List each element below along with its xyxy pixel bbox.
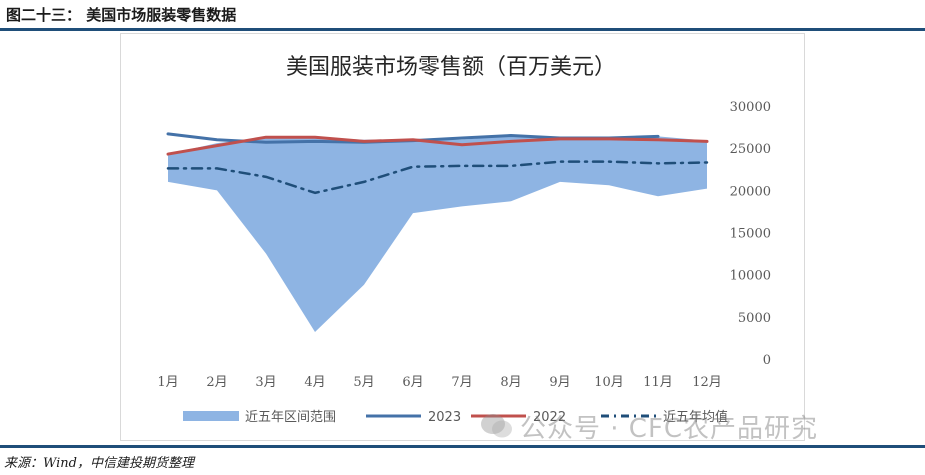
figure-caption: 图二十三： 美国市场服装零售数据 xyxy=(6,6,237,24)
bottom-divider xyxy=(0,445,925,448)
legend-item: 2023 xyxy=(366,410,461,425)
legend-label: 2023 xyxy=(428,410,461,425)
x-tick-label: 4月 xyxy=(304,375,325,390)
y-tick-label: 20000 xyxy=(730,184,771,199)
y-tick-label: 0 xyxy=(763,353,771,368)
wechat-icon xyxy=(481,414,512,438)
legend-item: 近五年区间范围 xyxy=(183,410,336,425)
x-tick-label: 9月 xyxy=(549,375,570,390)
x-tick-label: 8月 xyxy=(500,375,521,390)
chart-frame: 美国服装市场零售额（百万美元） 0 5000 10000 15000 20000 2500… xyxy=(120,33,805,441)
x-tick-label: 11月 xyxy=(643,375,673,390)
x-tick-label: 7月 xyxy=(451,375,472,390)
y-axis-ticks: 0 5000 10000 15000 20000 25000 30000 xyxy=(730,100,771,368)
chart-canvas: 美国服装市场零售额（百万美元） 0 5000 10000 15000 20000 2500… xyxy=(157,55,771,425)
line-five-year-average xyxy=(166,160,709,195)
y-tick-label: 10000 xyxy=(730,269,771,284)
x-tick-label: 1月 xyxy=(157,375,178,390)
x-tick-label: 6月 xyxy=(402,375,423,390)
legend-label: 2022 xyxy=(533,410,566,425)
x-axis-ticks: 1月 2月 3月 4月 5月 6月 7月 8月 9月 10月 11月 12月 xyxy=(157,375,721,390)
legend-label: 近五年均值 xyxy=(663,409,728,425)
y-tick-label: 30000 xyxy=(730,100,771,115)
x-tick-label: 2月 xyxy=(206,375,227,390)
legend-item: 2022 xyxy=(471,410,566,425)
y-tick-label: 25000 xyxy=(730,142,771,157)
chart-title: 美国服装市场零售额（百万美元） xyxy=(286,55,616,80)
legend: 近五年区间范围 2023 2022 近五年均值 xyxy=(183,409,728,425)
x-tick-label: 10月 xyxy=(594,375,624,390)
x-tick-label: 12月 xyxy=(692,375,722,390)
source-note: 来源：Wind，中信建投期货整理 xyxy=(4,456,194,471)
y-tick-label: 5000 xyxy=(738,311,771,326)
range-band-layer xyxy=(168,135,707,333)
range-band-area xyxy=(168,135,707,333)
legend-label: 近五年区间范围 xyxy=(245,410,336,425)
x-tick-label: 3月 xyxy=(255,375,276,390)
series-lines-layer xyxy=(166,132,709,195)
x-tick-label: 5月 xyxy=(353,375,374,390)
watermark-text: 公众号 · CFC农产品研究 xyxy=(520,414,819,444)
line-2022 xyxy=(166,135,709,156)
y-tick-label: 15000 xyxy=(730,227,771,242)
top-divider xyxy=(0,28,925,31)
legend-item: 近五年均值 xyxy=(601,409,728,425)
legend-swatch xyxy=(183,411,239,421)
